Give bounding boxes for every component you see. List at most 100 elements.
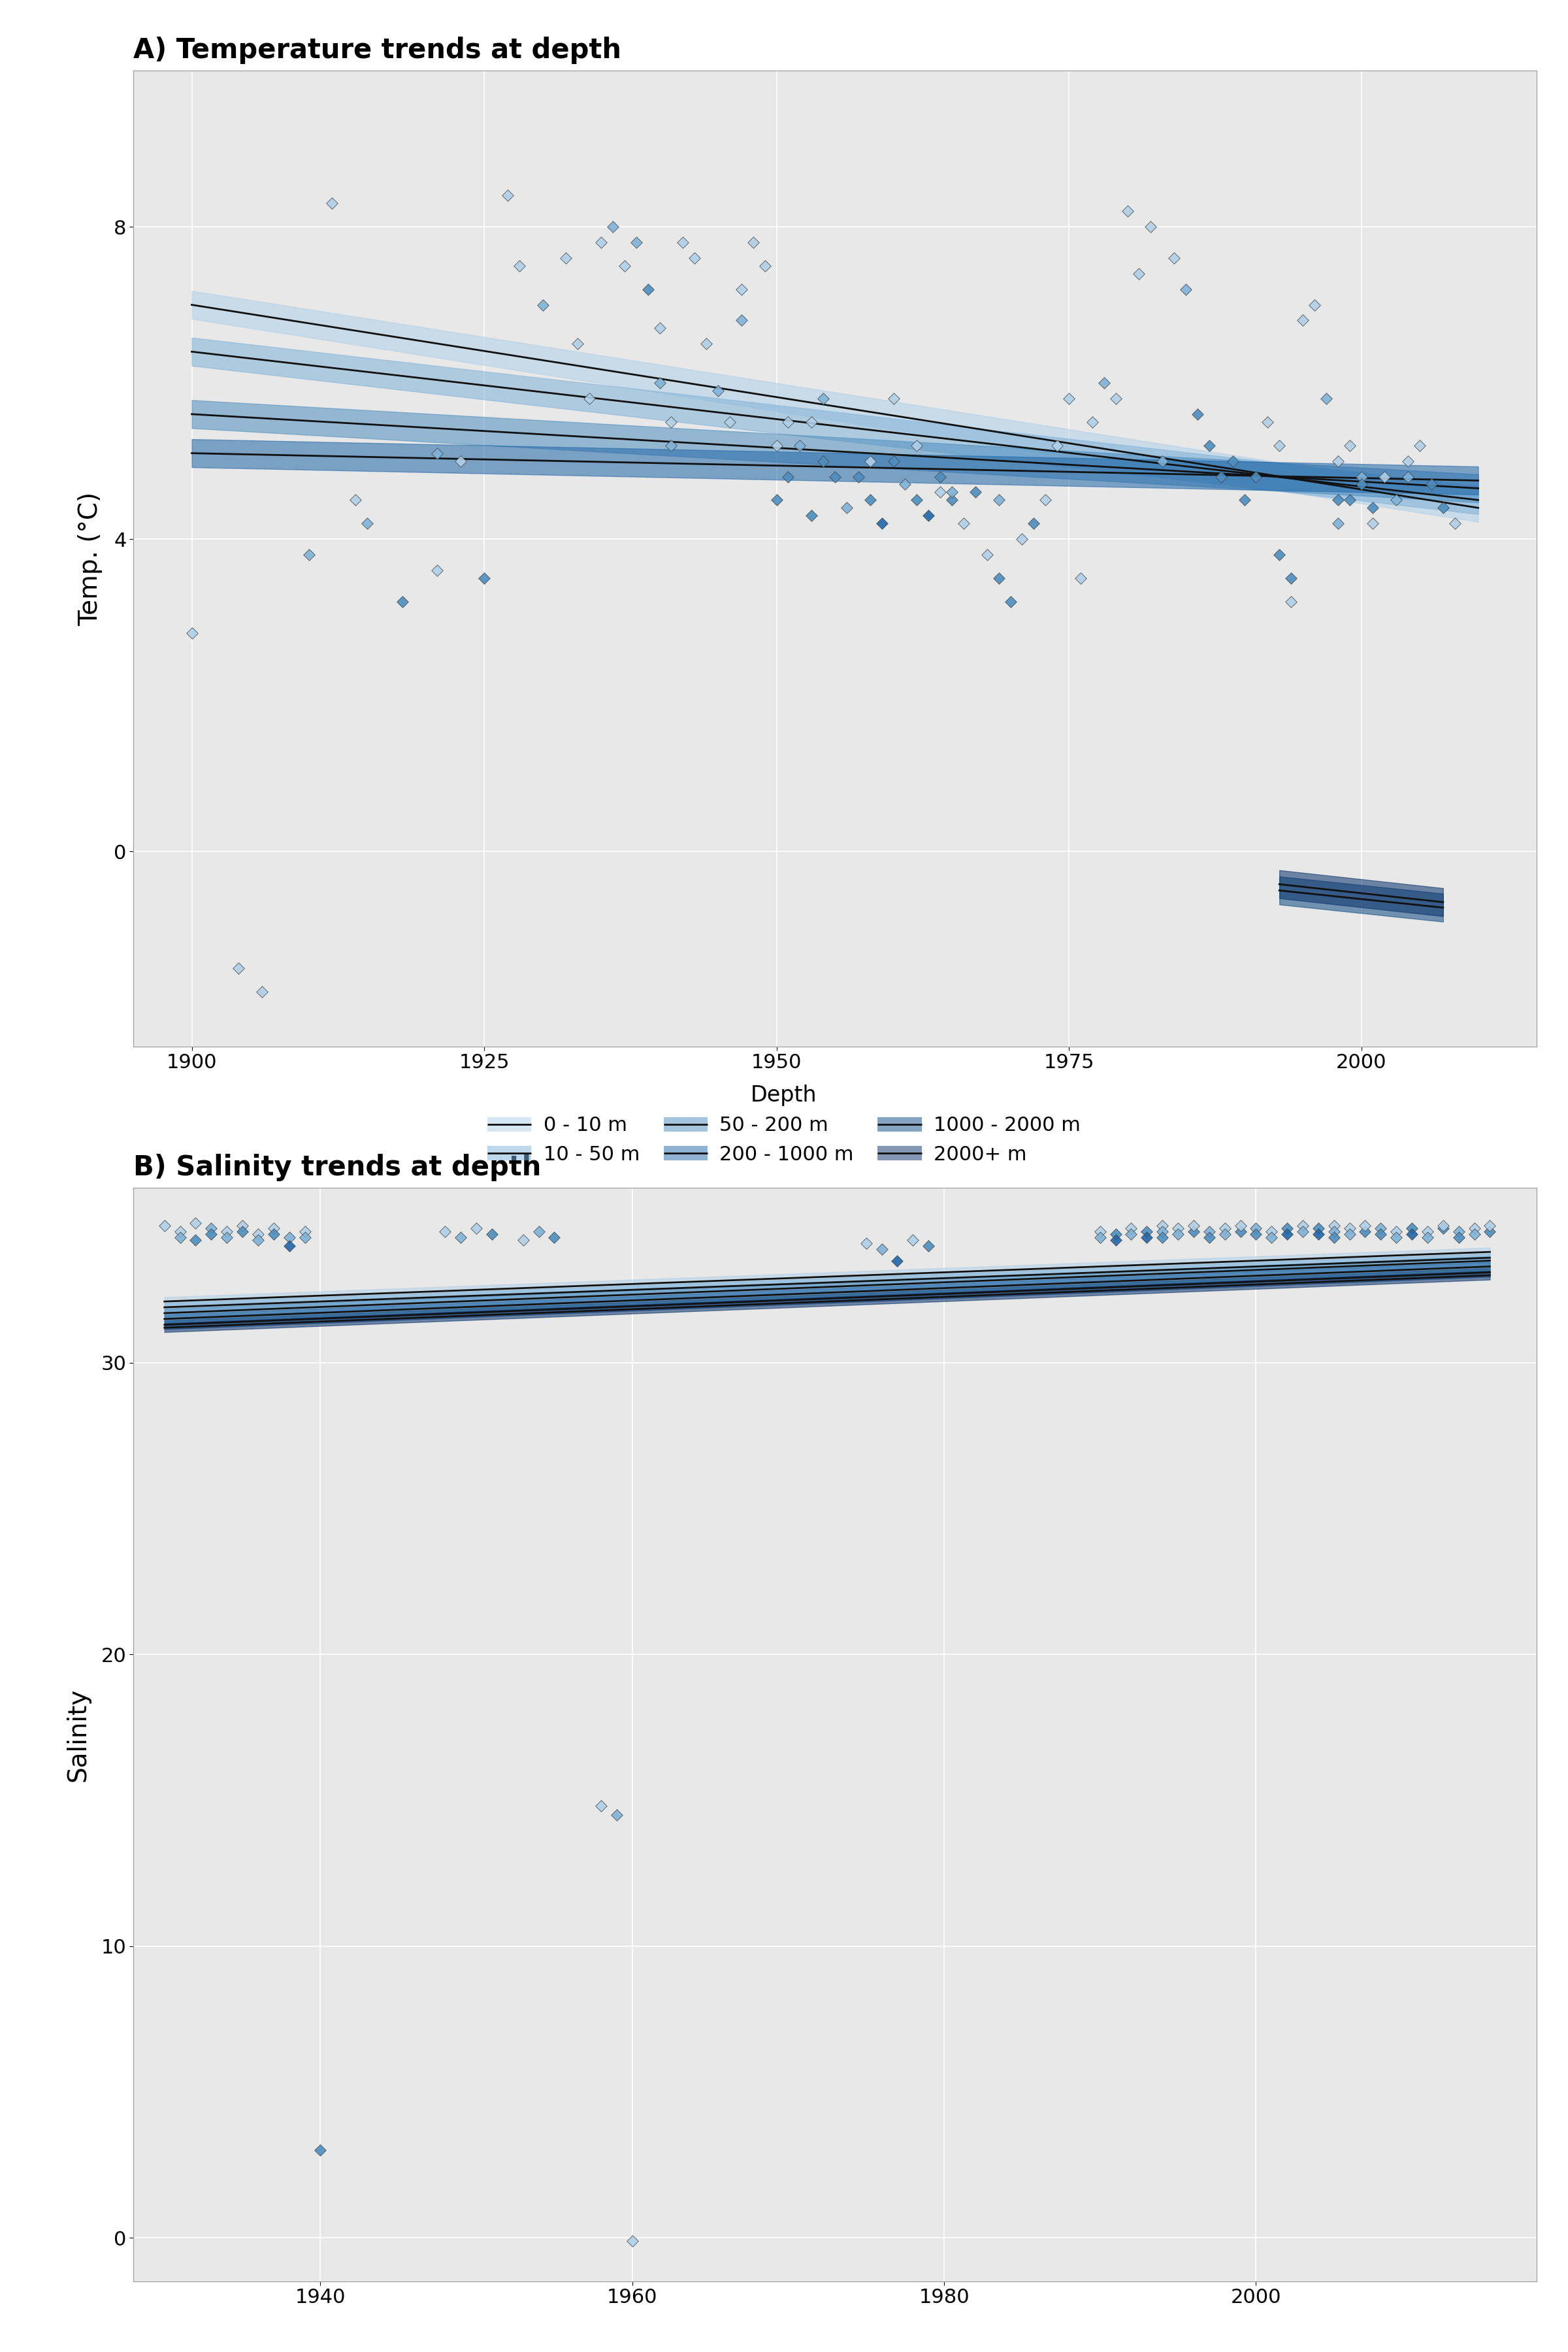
Point [1348, 459, 1374, 496]
Point [1068, 560, 1093, 597]
Point [1134, 1214, 1159, 1251]
Point [601, 207, 626, 245]
Point [1102, 1221, 1127, 1258]
Point [853, 1225, 878, 1263]
Point [858, 482, 883, 520]
Point [543, 1218, 568, 1256]
Y-axis label: Temp. (°C): Temp. (°C) [78, 492, 103, 626]
Point [480, 1216, 505, 1254]
Point [1080, 402, 1105, 440]
Point [1275, 1209, 1300, 1247]
Point [1443, 506, 1468, 543]
Point [1033, 482, 1058, 520]
Point [974, 536, 999, 574]
Point [1325, 442, 1350, 480]
Point [1267, 426, 1292, 463]
Point [1149, 1207, 1174, 1244]
Point [1461, 1216, 1486, 1254]
Point [1102, 379, 1127, 416]
Point [226, 950, 251, 988]
Point [1196, 426, 1221, 463]
Point [1010, 520, 1035, 557]
Point [262, 1216, 287, 1254]
Point [1165, 1209, 1190, 1247]
Point [693, 325, 718, 362]
Point [604, 1797, 629, 1835]
Point [1209, 459, 1234, 496]
Point [472, 560, 497, 597]
Point [495, 176, 521, 214]
Point [215, 1218, 240, 1256]
Point [1383, 482, 1408, 520]
Text: A) Temperature trends at depth: A) Temperature trends at depth [133, 35, 621, 64]
Point [1243, 459, 1269, 496]
Point [1414, 1218, 1439, 1256]
Point [682, 240, 707, 278]
Point [1399, 1216, 1424, 1254]
Point [1149, 442, 1174, 480]
Point [292, 1214, 317, 1251]
Point [1173, 270, 1198, 308]
Point [1314, 379, 1339, 416]
Point [588, 1788, 613, 1825]
Point [199, 1216, 224, 1254]
Point [659, 426, 684, 463]
Point [916, 1228, 941, 1265]
Point [1259, 1214, 1284, 1251]
Point [179, 614, 204, 652]
Point [307, 2131, 332, 2169]
Point [811, 442, 836, 480]
Point [881, 442, 906, 480]
Point [1322, 1218, 1347, 1256]
Point [1430, 1207, 1455, 1244]
Point [900, 1221, 925, 1258]
Point [354, 506, 379, 543]
Point [1419, 466, 1444, 503]
Point [448, 1218, 474, 1256]
Point [230, 1214, 256, 1251]
Point [262, 1209, 287, 1247]
Point [292, 1218, 317, 1256]
Point [1232, 482, 1258, 520]
Point [1088, 1214, 1113, 1251]
Point [1338, 426, 1363, 463]
Point [1369, 1209, 1394, 1247]
Point [671, 223, 696, 261]
Point [1278, 560, 1303, 597]
Point [892, 466, 917, 503]
Point [1353, 1214, 1378, 1251]
Point [635, 270, 660, 308]
Point [1348, 466, 1374, 503]
Point [230, 1207, 256, 1244]
Point [183, 1204, 209, 1242]
Point [939, 482, 964, 520]
Point [1477, 1207, 1502, 1244]
Point [1322, 1207, 1347, 1244]
Point [1126, 254, 1151, 292]
Text: B) Salinity trends at depth: B) Salinity trends at depth [133, 1152, 541, 1181]
Point [776, 459, 801, 496]
Point [619, 2223, 644, 2260]
Point [648, 310, 673, 348]
Point [1138, 207, 1163, 245]
Point [997, 583, 1022, 621]
Point [296, 536, 321, 574]
Point [939, 473, 964, 510]
Point [986, 482, 1011, 520]
Point [740, 223, 765, 261]
Point [320, 183, 345, 221]
Point [1021, 506, 1046, 543]
Point [1338, 482, 1363, 520]
Point [753, 247, 778, 285]
Point [1196, 1218, 1221, 1256]
Point [729, 270, 754, 308]
Point [1446, 1218, 1471, 1256]
Point [1338, 1209, 1363, 1247]
Point [928, 473, 953, 510]
Point [1396, 442, 1421, 480]
Point [1212, 1209, 1237, 1247]
Point [1325, 506, 1350, 543]
Point [464, 1209, 489, 1247]
Legend: 0 - 10 m, 10 - 50 m, 50 - 200 m, 200 - 1000 m, 1000 - 2000 m, 2000+ m: 0 - 10 m, 10 - 50 m, 50 - 200 m, 200 - 1… [472, 1068, 1096, 1181]
Point [648, 365, 673, 402]
